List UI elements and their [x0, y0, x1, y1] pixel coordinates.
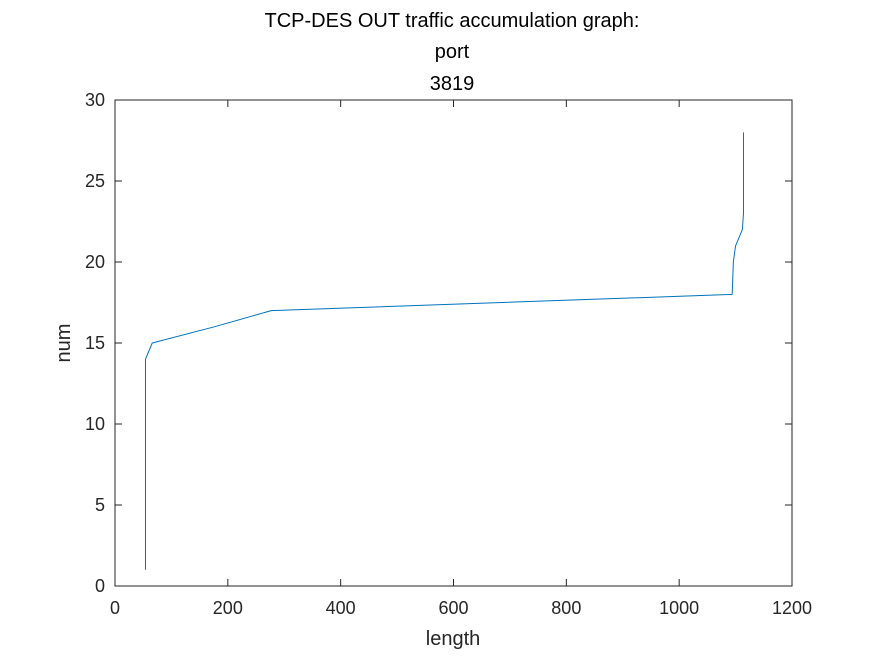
- chart-title-line-1: TCP-DES OUT traffic accumulation graph:: [265, 10, 640, 32]
- chart-title-line-2: port: [435, 41, 470, 63]
- y-axis-label: num: [53, 324, 75, 363]
- plot-area-frame: [114, 99, 793, 587]
- y-tick-label-2: 10: [85, 414, 105, 434]
- series-layer: [144, 132, 744, 570]
- y-tick-label-4: 20: [85, 252, 105, 272]
- chart-title-line-3: 3819: [430, 73, 475, 95]
- chart-title: TCP-DES OUT traffic accumulation graph: …: [265, 10, 640, 95]
- y-tick-label-1: 5: [95, 495, 105, 515]
- y-tick-label-6: 30: [85, 90, 105, 110]
- y-axis-ticks: 0 5 10 15 20 25 30: [85, 90, 792, 596]
- x-axis-ticks: 0 200 400 600 800 1000 1200: [110, 100, 812, 618]
- x-tick-label-0: 0: [110, 598, 120, 618]
- x-tick-label-1: 200: [213, 598, 243, 618]
- series-line-0: [144, 132, 744, 570]
- y-tick-label-5: 25: [85, 171, 105, 191]
- x-tick-label-4: 800: [551, 598, 581, 618]
- x-tick-label-5: 1000: [659, 598, 699, 618]
- y-tick-label-0: 0: [95, 576, 105, 596]
- x-tick-label-6: 1200: [772, 598, 812, 618]
- y-tick-label-3: 15: [85, 333, 105, 353]
- x-tick-label-2: 400: [326, 598, 356, 618]
- x-axis-label: length: [426, 628, 481, 650]
- x-tick-label-3: 600: [438, 598, 468, 618]
